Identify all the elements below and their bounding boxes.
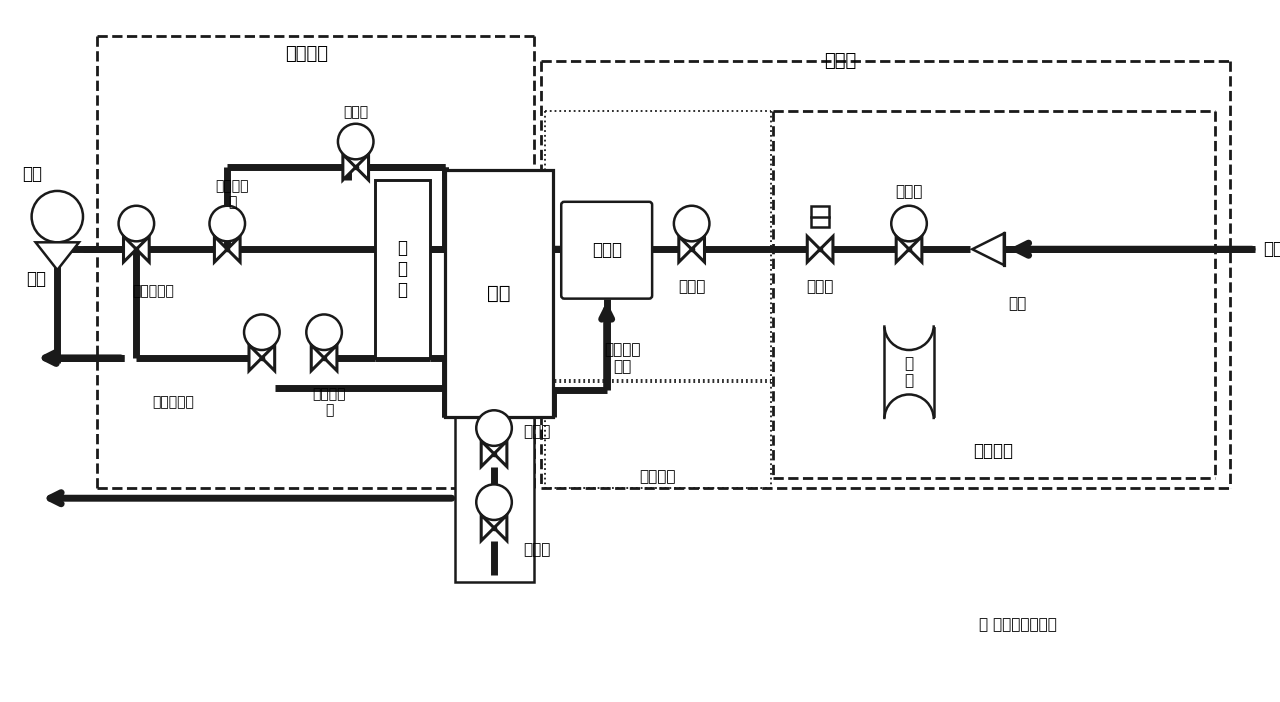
Text: 压力控制阀: 压力控制阀 xyxy=(152,395,193,409)
Text: 供氢: 供氢 xyxy=(1263,240,1280,258)
Text: 电堆旁通阀: 电堆旁通阀 xyxy=(132,284,174,298)
Circle shape xyxy=(210,206,244,241)
Text: 注射排出
单元: 注射排出 单元 xyxy=(604,342,641,374)
Polygon shape xyxy=(481,515,494,541)
Text: 氢
瓶: 氢 瓶 xyxy=(905,356,914,388)
Bar xyxy=(444,170,553,417)
Polygon shape xyxy=(678,237,691,262)
Circle shape xyxy=(244,314,279,350)
Polygon shape xyxy=(36,242,79,270)
Polygon shape xyxy=(808,237,820,262)
Text: 空气系统: 空气系统 xyxy=(285,45,328,62)
FancyBboxPatch shape xyxy=(561,201,652,298)
Text: 氢系统: 氢系统 xyxy=(824,53,856,70)
Circle shape xyxy=(673,206,709,241)
Text: 电堆: 电堆 xyxy=(488,284,511,303)
Text: 瓶内阀: 瓶内阀 xyxy=(895,185,923,199)
Polygon shape xyxy=(262,345,275,371)
Text: 排出器: 排出器 xyxy=(591,241,622,259)
Text: 旁通阀: 旁通阀 xyxy=(343,105,369,119)
Polygon shape xyxy=(356,154,369,180)
Polygon shape xyxy=(324,345,337,371)
Polygon shape xyxy=(494,441,507,467)
Circle shape xyxy=(119,206,154,241)
Text: 🅿 公共交通联合会: 🅿 公共交通联合会 xyxy=(979,617,1057,633)
Text: 正极截止
阀: 正极截止 阀 xyxy=(215,179,248,209)
Text: 气泵: 气泵 xyxy=(26,270,46,288)
Polygon shape xyxy=(123,237,137,262)
Polygon shape xyxy=(494,515,507,541)
Text: 正极截止
阀: 正极截止 阀 xyxy=(312,388,346,418)
Text: 排水阀: 排水阀 xyxy=(524,542,552,557)
Polygon shape xyxy=(215,237,228,262)
Polygon shape xyxy=(137,237,150,262)
Polygon shape xyxy=(973,234,1004,265)
Polygon shape xyxy=(909,237,922,262)
Text: 容器: 容器 xyxy=(1009,296,1027,311)
Polygon shape xyxy=(481,441,494,467)
Text: 供气: 供气 xyxy=(22,165,42,183)
Polygon shape xyxy=(896,237,909,262)
Circle shape xyxy=(306,314,342,350)
Polygon shape xyxy=(228,237,241,262)
Text: 低压设备: 低压设备 xyxy=(639,469,676,484)
Text: 高压设备: 高压设备 xyxy=(973,442,1012,460)
Circle shape xyxy=(338,124,374,159)
Circle shape xyxy=(32,191,83,242)
Text: 注射器: 注射器 xyxy=(678,279,705,294)
Polygon shape xyxy=(343,154,356,180)
Polygon shape xyxy=(820,237,833,262)
Bar xyxy=(375,180,430,358)
Bar xyxy=(884,325,933,419)
Text: 加
湿
器: 加 湿 器 xyxy=(398,239,407,299)
Circle shape xyxy=(891,206,927,241)
Text: 调节器: 调节器 xyxy=(806,279,833,294)
Circle shape xyxy=(476,484,512,520)
Bar xyxy=(454,390,534,582)
Circle shape xyxy=(476,410,512,446)
Text: 清洗阀: 清洗阀 xyxy=(524,425,552,439)
Polygon shape xyxy=(311,345,324,371)
Bar xyxy=(812,206,829,227)
Polygon shape xyxy=(250,345,262,371)
Polygon shape xyxy=(691,237,704,262)
